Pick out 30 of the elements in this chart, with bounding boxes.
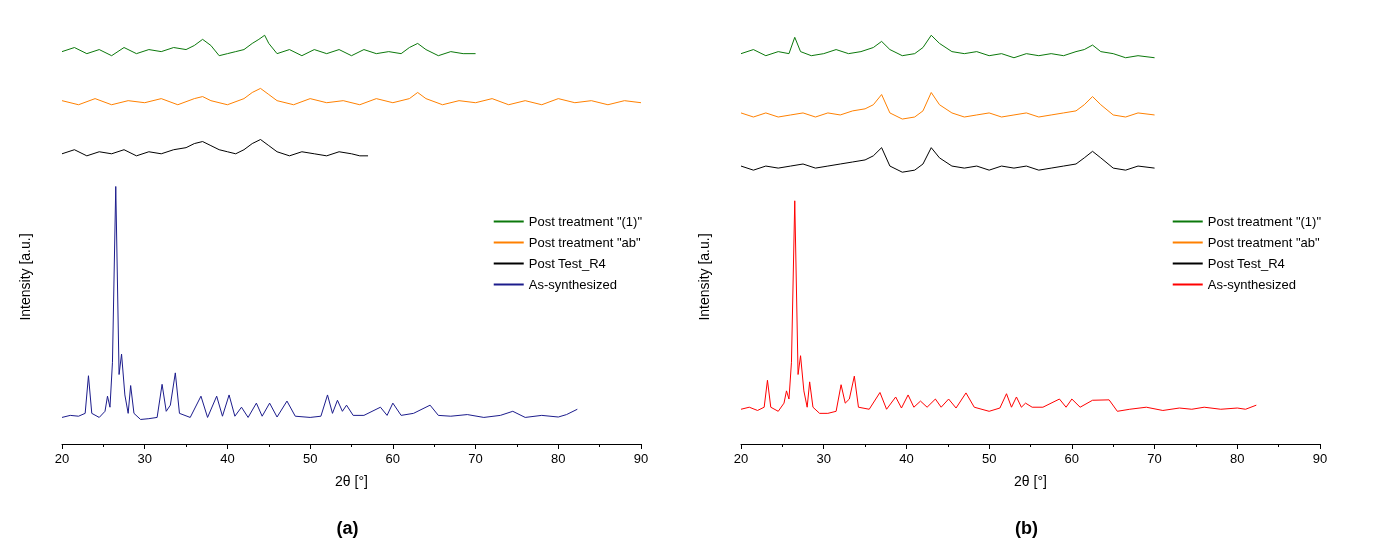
x-tick-label: 50 xyxy=(302,451,318,466)
text: (a) xyxy=(336,518,359,538)
legend-label: Post treatment "(1)" xyxy=(528,214,643,229)
x-tick-label: 20 xyxy=(54,451,70,466)
x-axis-title: 2θ [°] xyxy=(1014,473,1047,489)
legend-label: Post Test_R4 xyxy=(1207,256,1285,271)
x-tick-label: 60 xyxy=(1064,451,1080,466)
x-tick-label: 80 xyxy=(551,451,566,466)
x-tick-label: 30 xyxy=(137,451,152,466)
legend-label: Post treatment "(1)" xyxy=(1207,214,1322,229)
legend-label: Post treatment "ab" xyxy=(528,235,641,250)
legend-label: Post treatment "ab" xyxy=(1207,235,1320,250)
legend-label: Post Test_R4 xyxy=(528,256,606,271)
x-tick-label: 20 xyxy=(733,451,749,466)
x-tick-label: 70 xyxy=(468,451,483,466)
x-tick-label: 70 xyxy=(1147,451,1162,466)
x-tick-label: 40 xyxy=(220,451,235,466)
x-tick-label: 80 xyxy=(1230,451,1245,466)
x-tick-label: 40 xyxy=(899,451,914,466)
y-axis-title: Intensity [a.u.] xyxy=(17,233,33,321)
x-axis-title: 2θ [°] xyxy=(335,473,368,489)
legend-label: As-synthesized xyxy=(528,277,617,292)
y-axis-title: Intensity [a.u.] xyxy=(696,233,712,321)
x-tick-label: 30 xyxy=(816,451,831,466)
x-tick-label: 50 xyxy=(981,451,997,466)
x-tick-label: 60 xyxy=(385,451,401,466)
x-tick-label: 90 xyxy=(633,451,649,466)
legend-label: As-synthesized xyxy=(1207,277,1296,292)
text: (b) xyxy=(1015,518,1038,538)
x-tick-label: 90 xyxy=(1312,451,1328,466)
